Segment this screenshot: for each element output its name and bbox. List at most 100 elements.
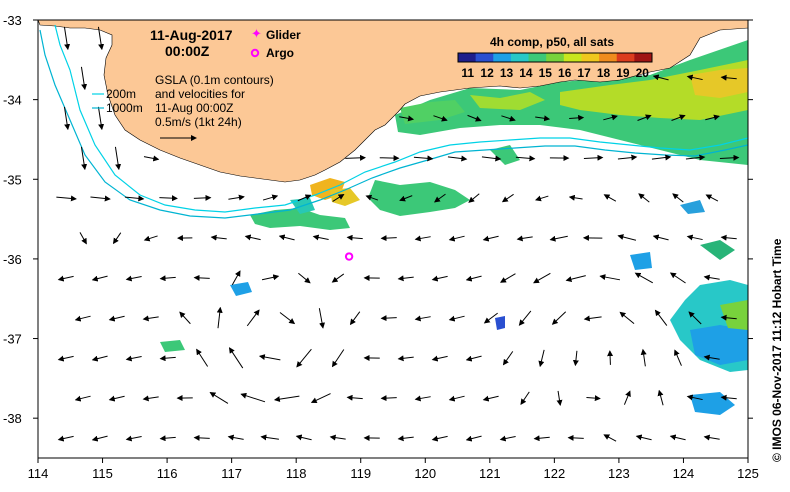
velocity-arrow [413, 155, 434, 162]
velocity-arrow [365, 194, 379, 201]
colorbar-frame [457, 52, 653, 63]
sst-patch-se-6 [230, 282, 252, 296]
x-axis: 114 115 116 117 118 119 120 121 122 123 124 125 [28, 458, 759, 481]
isobath-200m [54, 24, 748, 213]
velocity-arrow [193, 194, 212, 201]
date-label: 11-Aug-2017 [150, 27, 233, 43]
velocity-arrow [90, 195, 111, 202]
velocity-arrow [79, 232, 87, 245]
velocity-arrow [652, 234, 669, 241]
colorbar-label: 16 [558, 66, 572, 80]
velocity-arrow [549, 235, 568, 242]
velocity-arrow [262, 194, 279, 201]
velocity-arrow [483, 312, 498, 324]
velocity-arrow [278, 234, 295, 241]
sst-patch-mid-6 [700, 240, 735, 260]
velocity-arrow [705, 114, 720, 121]
velocity-arrow [399, 195, 413, 202]
velocity-arrow [125, 275, 142, 282]
sst-patch-se-3 [720, 300, 748, 330]
colorbar-label: 11 [461, 66, 474, 80]
velocity-arrow [515, 155, 536, 162]
sst-patch-mid-4 [490, 145, 520, 165]
velocity-arrow [345, 154, 367, 161]
velocity-arrow [482, 235, 499, 242]
velocity-arrow [599, 274, 621, 281]
depth-200m-label: 200m [106, 87, 136, 101]
velocity-arrow [216, 306, 223, 329]
velocity-arrow [399, 115, 415, 122]
velocity-arrow [91, 355, 108, 362]
velocity-arrow [279, 312, 296, 325]
x-tick-label: 124 [673, 466, 695, 481]
velocity-arrow [556, 390, 563, 407]
velocity-arrow [240, 392, 266, 403]
velocity-arrow [312, 234, 329, 241]
velocity-arrow [603, 114, 618, 121]
velocity-arrow [431, 275, 448, 282]
velocity-arrow [719, 154, 740, 161]
colorbar-label: 19 [616, 66, 630, 80]
velocity-arrow [583, 315, 602, 322]
colorbar-title: 4h comp, p50, all sats [490, 35, 614, 49]
velocity-arrow [617, 234, 637, 241]
copyright-side-text: © IMOS 06-Nov-2017 11:12 Hobart Time [770, 238, 784, 462]
velocity-arrow [74, 395, 91, 402]
velocity-arrow [623, 390, 631, 405]
velocity-arrow [482, 395, 499, 402]
velocity-arrow [228, 194, 245, 201]
sst-patch-coast-band [400, 100, 465, 124]
velocity-arrow [244, 234, 261, 241]
velocity-arrow [231, 270, 241, 286]
velocity-arrow [465, 435, 482, 442]
velocity-arrow [657, 389, 664, 406]
sst-patch-coast-warm [470, 92, 545, 110]
velocity-arrow [703, 354, 720, 361]
velocity-arrow [80, 146, 88, 171]
colorbar-label: 14 [519, 66, 533, 80]
glider-symbol: ✦ [251, 27, 262, 42]
velocity-arrow [63, 26, 71, 51]
x-tick-label: 119 [350, 466, 371, 481]
sst-patch-mid [368, 180, 470, 216]
velocity-arrow [108, 395, 125, 402]
velocity-arrow [635, 434, 652, 441]
x-tick-label: 114 [28, 466, 49, 481]
plot-frame [37, 19, 749, 459]
velocity-arrow [63, 106, 71, 131]
y-tick-label: -33 [3, 13, 22, 28]
velocity-arrow [318, 308, 326, 329]
velocity-arrow [159, 435, 176, 442]
velocity-arrow [124, 195, 145, 202]
velocity-arrow [298, 272, 311, 284]
x-tick-label: 120 [414, 466, 436, 481]
velocity-arrow [674, 349, 682, 366]
velocity-arrow [346, 234, 363, 241]
velocity-arrow [397, 355, 414, 362]
velocity-arrow [720, 74, 737, 81]
velocity-arrow [260, 434, 279, 441]
velocity-arrow [572, 350, 579, 367]
velocity-arrow [535, 115, 551, 122]
velocity-arrow [551, 311, 567, 325]
velocity-arrow [97, 106, 105, 131]
velocity-arrow [297, 194, 312, 202]
velocity-arrow [210, 234, 227, 241]
velocity-arrow [468, 193, 480, 203]
velocity-arrow [686, 394, 703, 401]
velocity-arrow [397, 435, 414, 442]
velocity-arrow [114, 146, 122, 171]
velocity-arrow [125, 355, 142, 362]
velocity-arrow [296, 348, 312, 368]
velocity-arrow [91, 435, 108, 442]
x-tick-label: 118 [286, 466, 307, 481]
colorbar [457, 52, 653, 63]
isobath-1000m [39, 29, 748, 219]
velocity-arrow [568, 194, 583, 201]
y-tick-label: -34 [3, 93, 22, 108]
velocity-arrow [637, 114, 652, 121]
y-tick-label: -36 [3, 252, 22, 267]
velocity-arrow [112, 232, 122, 245]
velocity-arrow [619, 311, 635, 325]
